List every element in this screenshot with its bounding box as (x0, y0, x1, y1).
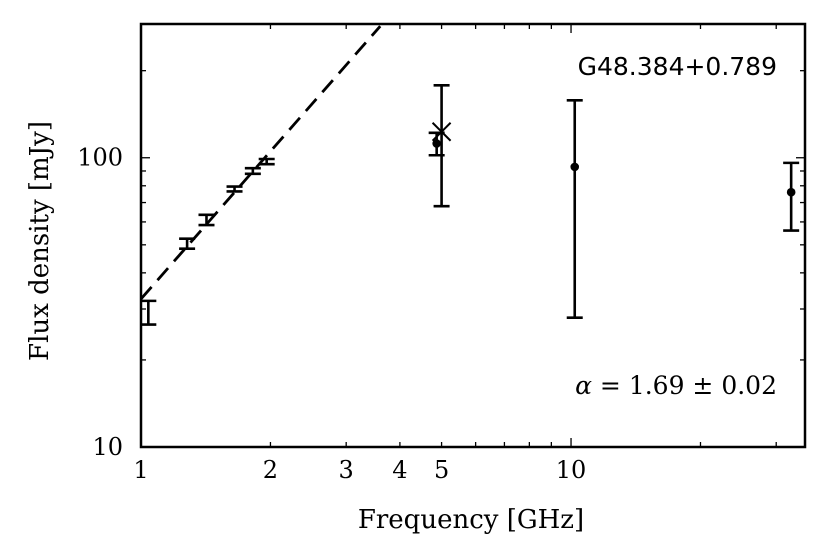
y-axis-label: Flux density [mJy] (25, 121, 55, 361)
x-axis-label: Frequency [GHz] (358, 505, 584, 535)
alpha-symbol: α (575, 371, 592, 400)
source-label: G48.384+0.789 (578, 52, 777, 81)
y-tick-label: 100 (77, 144, 123, 172)
x-tick-label: 1 (133, 456, 148, 484)
tick-labels: 1 2 3 4 5 10 10 100 (77, 144, 586, 484)
x-tick-label: 5 (434, 456, 449, 484)
alpha-value: = 1.69 ± 0.02 (592, 371, 777, 400)
data-point-dot (570, 162, 580, 172)
spectral-index-annotation: α = 1.69 ± 0.02 (575, 371, 777, 400)
fit-line-group (139, 25, 382, 300)
x-tick-label: 3 (339, 456, 354, 484)
x-tick-label: 4 (392, 456, 407, 484)
y-tick-label: 10 (92, 433, 123, 461)
x-tick-label: 2 (263, 456, 278, 484)
data-point-cross (431, 122, 452, 142)
x-tick-label: 10 (556, 456, 587, 484)
data-marks (140, 84, 800, 326)
data-point-dot (432, 139, 441, 148)
power-law-fit-line (139, 25, 382, 300)
data-point-dot (786, 187, 796, 197)
plot-frame (139, 22, 807, 449)
